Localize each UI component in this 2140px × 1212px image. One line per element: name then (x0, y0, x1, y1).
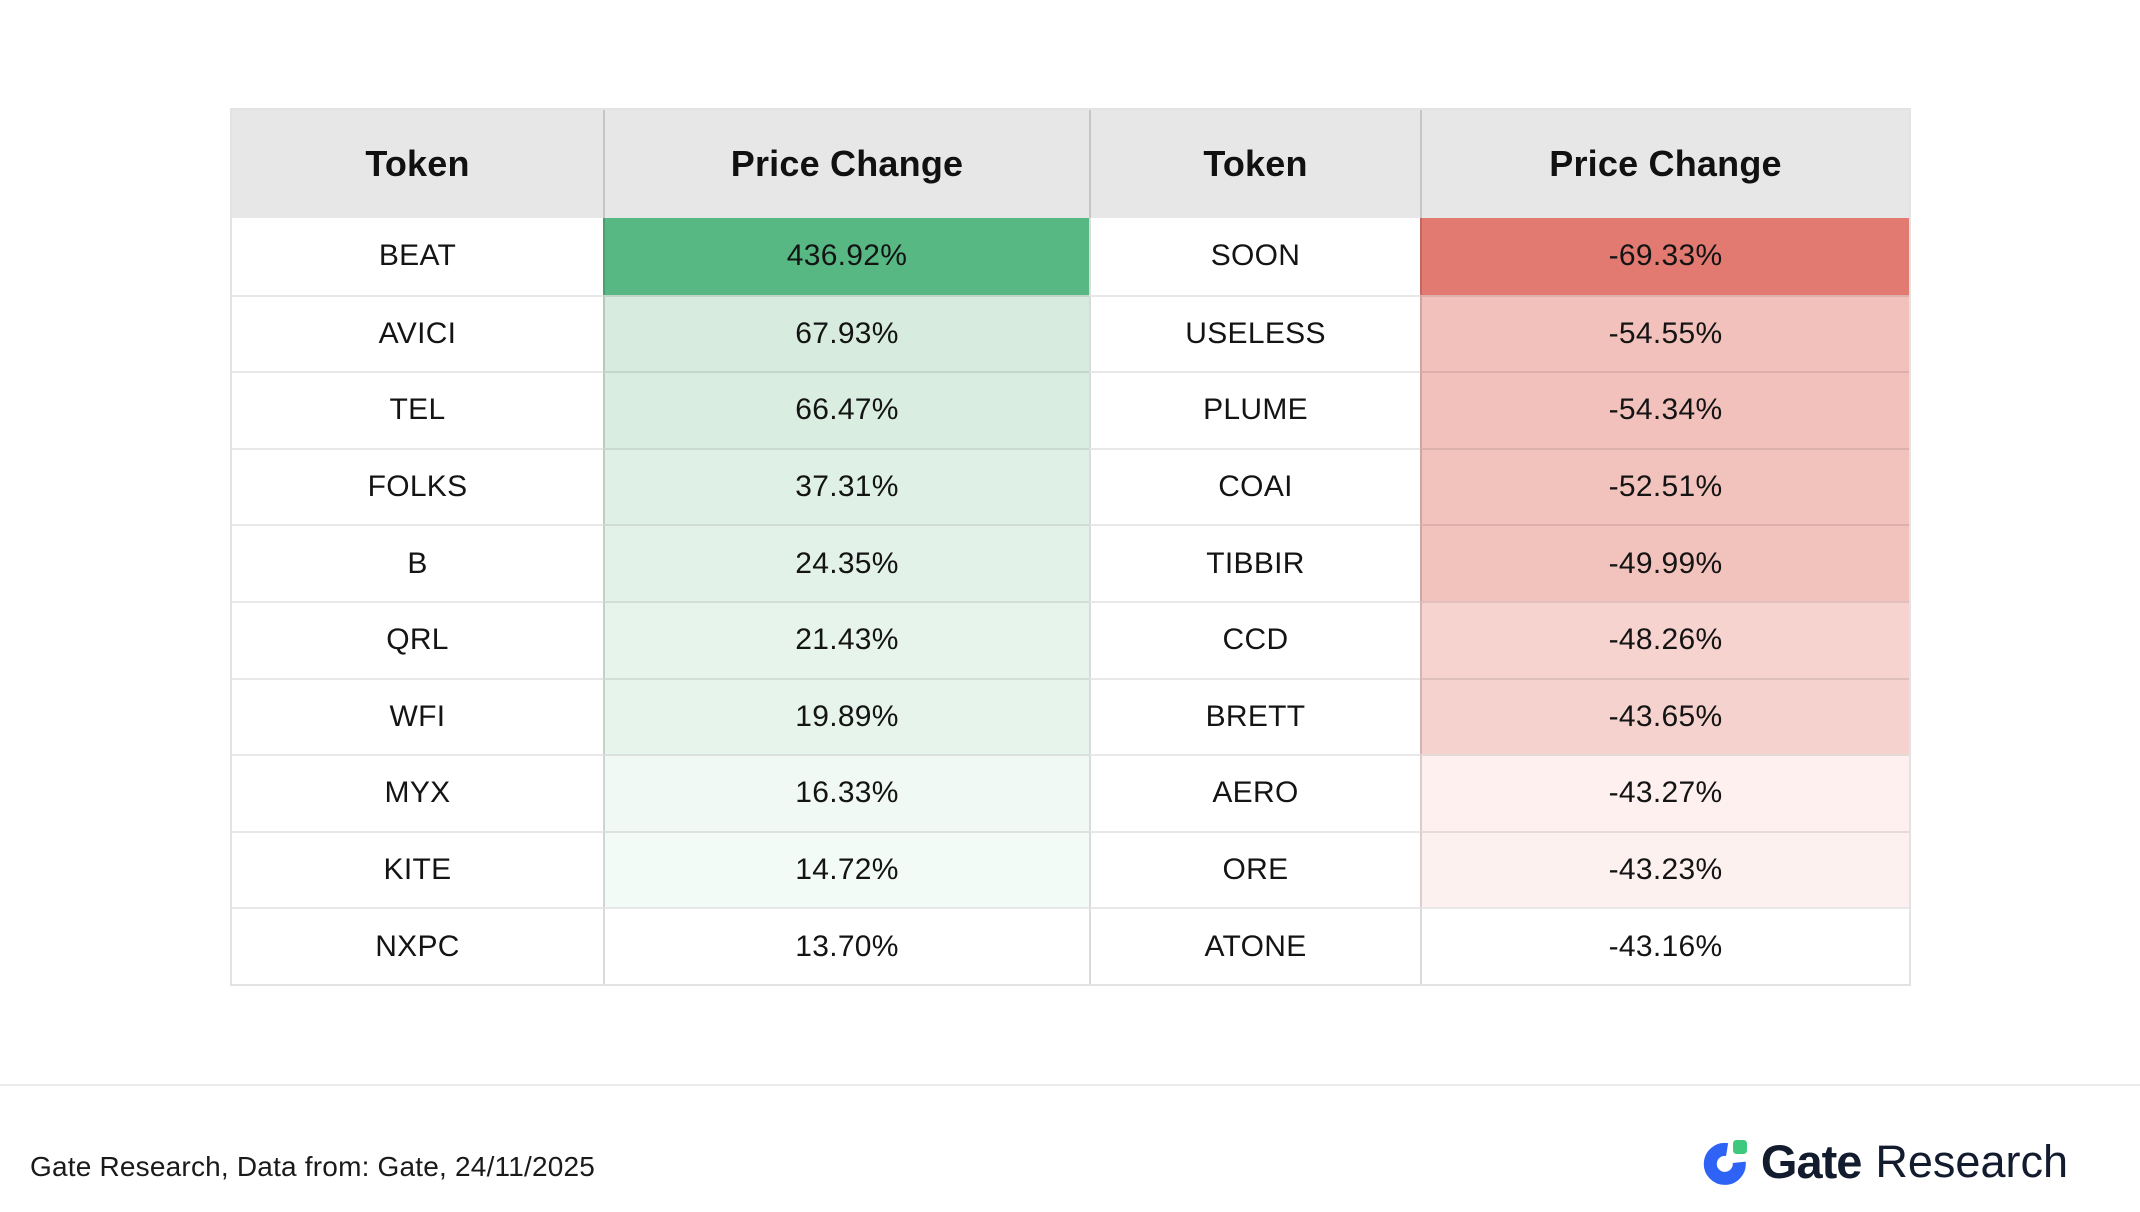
price-change-cell: 66.47% (603, 371, 1089, 448)
token-cell: BRETT (1089, 677, 1420, 755)
price-change-cell: 37.31% (603, 447, 1089, 525)
token-cell: WFI (232, 677, 603, 755)
gate-logo-icon (1703, 1139, 1747, 1185)
table-row: QRL 21.43% CCD -48.26% (232, 600, 1909, 678)
token-cell: FOLKS (232, 447, 603, 525)
gate-research-logo: Gate Research (1703, 1134, 2068, 1189)
table-row: NXPC 13.70% ATONE -43.16% (232, 907, 1909, 984)
table-header-row: Token Price Change Token Price Change (232, 110, 1909, 218)
price-change-cell: 16.33% (603, 754, 1089, 831)
price-change-cell: -49.99% (1420, 524, 1909, 601)
column-header-price-change-gainers: Price Change (603, 110, 1089, 218)
table-row: MYX 16.33% AERO -43.27% (232, 754, 1909, 831)
column-header-token-losers: Token (1089, 110, 1420, 218)
token-cell: ATONE (1089, 907, 1420, 984)
token-cell: TIBBIR (1089, 524, 1420, 601)
price-change-cell: -48.26% (1420, 600, 1909, 678)
token-cell: AVICI (232, 294, 603, 372)
table-row: AVICI 67.93% USELESS -54.55% (232, 294, 1909, 372)
token-cell: BEAT (232, 218, 603, 295)
column-header-price-change-losers: Price Change (1420, 110, 1909, 218)
price-change-cell: 14.72% (603, 830, 1089, 908)
token-cell: ORE (1089, 830, 1420, 908)
token-cell: KITE (232, 830, 603, 908)
price-change-cell: -43.23% (1420, 830, 1909, 908)
price-change-cell: -43.65% (1420, 677, 1909, 755)
price-change-cell: -43.27% (1420, 754, 1909, 831)
price-change-cell: -52.51% (1420, 447, 1909, 525)
price-change-cell: -54.34% (1420, 371, 1909, 448)
price-change-cell: 13.70% (603, 907, 1089, 984)
price-change-table: Token Price Change Token Price Change BE… (230, 108, 1911, 986)
price-change-cell: 24.35% (603, 524, 1089, 601)
price-change-cell: -54.55% (1420, 294, 1909, 372)
price-change-cell: 436.92% (603, 218, 1089, 295)
token-cell: QRL (232, 600, 603, 678)
price-change-cell: 21.43% (603, 600, 1089, 678)
column-header-token-gainers: Token (232, 110, 603, 218)
token-cell: MYX (232, 754, 603, 831)
table-row: FOLKS 37.31% COAI -52.51% (232, 447, 1909, 525)
table-row: WFI 19.89% BRETT -43.65% (232, 677, 1909, 755)
token-cell: AERO (1089, 754, 1420, 831)
logo-brand-text: Gate (1760, 1135, 1862, 1188)
footer-divider (0, 1084, 2140, 1086)
token-cell: NXPC (232, 907, 603, 984)
price-change-cell: -69.33% (1420, 218, 1909, 295)
token-cell: B (232, 524, 603, 601)
token-cell: COAI (1089, 447, 1420, 525)
table-row: KITE 14.72% ORE -43.23% (232, 830, 1909, 908)
table-row: BEAT 436.92% SOON -69.33% (232, 218, 1909, 295)
price-change-cell: -43.16% (1420, 907, 1909, 984)
price-change-cell: 67.93% (603, 294, 1089, 372)
source-note: Gate Research, Data from: Gate, 24/11/20… (30, 1151, 596, 1182)
token-cell: SOON (1089, 218, 1420, 295)
token-cell: CCD (1089, 600, 1420, 678)
logo-suffix-text: Research (1875, 1135, 2068, 1187)
price-change-cell: 19.89% (603, 677, 1089, 755)
token-cell: TEL (232, 371, 603, 448)
token-cell: PLUME (1089, 371, 1420, 448)
table-row: TEL 66.47% PLUME -54.34% (232, 371, 1909, 448)
table-row: B 24.35% TIBBIR -49.99% (232, 524, 1909, 601)
token-cell: USELESS (1089, 294, 1420, 372)
